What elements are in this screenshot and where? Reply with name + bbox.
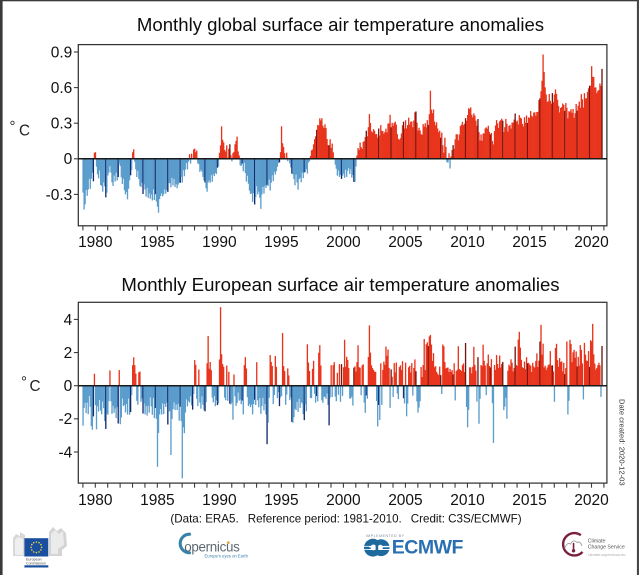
svg-text:0: 0 bbox=[64, 151, 73, 168]
svg-text:-2: -2 bbox=[59, 411, 73, 428]
svg-text:2015: 2015 bbox=[512, 492, 546, 509]
svg-text:Date created: 2020-12-03: Date created: 2020-12-03 bbox=[618, 399, 627, 486]
svg-text:2: 2 bbox=[64, 345, 73, 362]
svg-text:1980: 1980 bbox=[78, 234, 113, 251]
svg-text:4: 4 bbox=[64, 312, 73, 329]
svg-text:Commission: Commission bbox=[26, 562, 46, 566]
svg-text:2005: 2005 bbox=[388, 234, 422, 251]
svg-text:0.9: 0.9 bbox=[51, 44, 73, 61]
svg-text:Climate: Climate bbox=[588, 538, 606, 544]
svg-text:C: C bbox=[19, 123, 30, 140]
svg-text:1985: 1985 bbox=[140, 492, 174, 509]
svg-text:0.3: 0.3 bbox=[51, 116, 73, 133]
svg-text:Monthly European surface air t: Monthly European surface air temperature… bbox=[121, 274, 559, 295]
svg-text:Europe's eyes on Earth: Europe's eyes on Earth bbox=[205, 553, 249, 558]
svg-text:2020: 2020 bbox=[574, 492, 609, 509]
svg-text:1985: 1985 bbox=[140, 234, 174, 251]
svg-text:0: 0 bbox=[64, 378, 73, 395]
svg-text:2010: 2010 bbox=[450, 234, 485, 251]
svg-text:°: ° bbox=[21, 374, 27, 391]
svg-text:Monthly global surface air tem: Monthly global surface air temperature a… bbox=[137, 14, 544, 35]
svg-text:-4: -4 bbox=[59, 444, 73, 461]
svg-text:C: C bbox=[30, 378, 41, 395]
svg-text:1980: 1980 bbox=[78, 492, 113, 509]
svg-text:°: ° bbox=[10, 118, 16, 135]
svg-text:0.6: 0.6 bbox=[51, 80, 73, 97]
svg-text:-0.3: -0.3 bbox=[46, 187, 73, 204]
svg-text:ECMWF: ECMWF bbox=[392, 537, 464, 559]
svg-text:climate.copernicus.eu: climate.copernicus.eu bbox=[588, 552, 626, 557]
svg-text:1990: 1990 bbox=[202, 234, 237, 251]
svg-text:2015: 2015 bbox=[512, 234, 546, 251]
svg-text:1995: 1995 bbox=[264, 492, 298, 509]
svg-text:2000: 2000 bbox=[326, 492, 361, 509]
svg-text:2010: 2010 bbox=[450, 492, 485, 509]
svg-text:1990: 1990 bbox=[202, 492, 237, 509]
svg-text:Change Service: Change Service bbox=[588, 545, 625, 551]
svg-text:2005: 2005 bbox=[388, 492, 422, 509]
svg-text:2000: 2000 bbox=[326, 234, 361, 251]
svg-text:(Data: ERA5. Reference period: (Data: ERA5. Reference period: 1981-2010… bbox=[170, 513, 521, 526]
svg-text:2020: 2020 bbox=[574, 234, 609, 251]
svg-text:1995: 1995 bbox=[264, 234, 298, 251]
